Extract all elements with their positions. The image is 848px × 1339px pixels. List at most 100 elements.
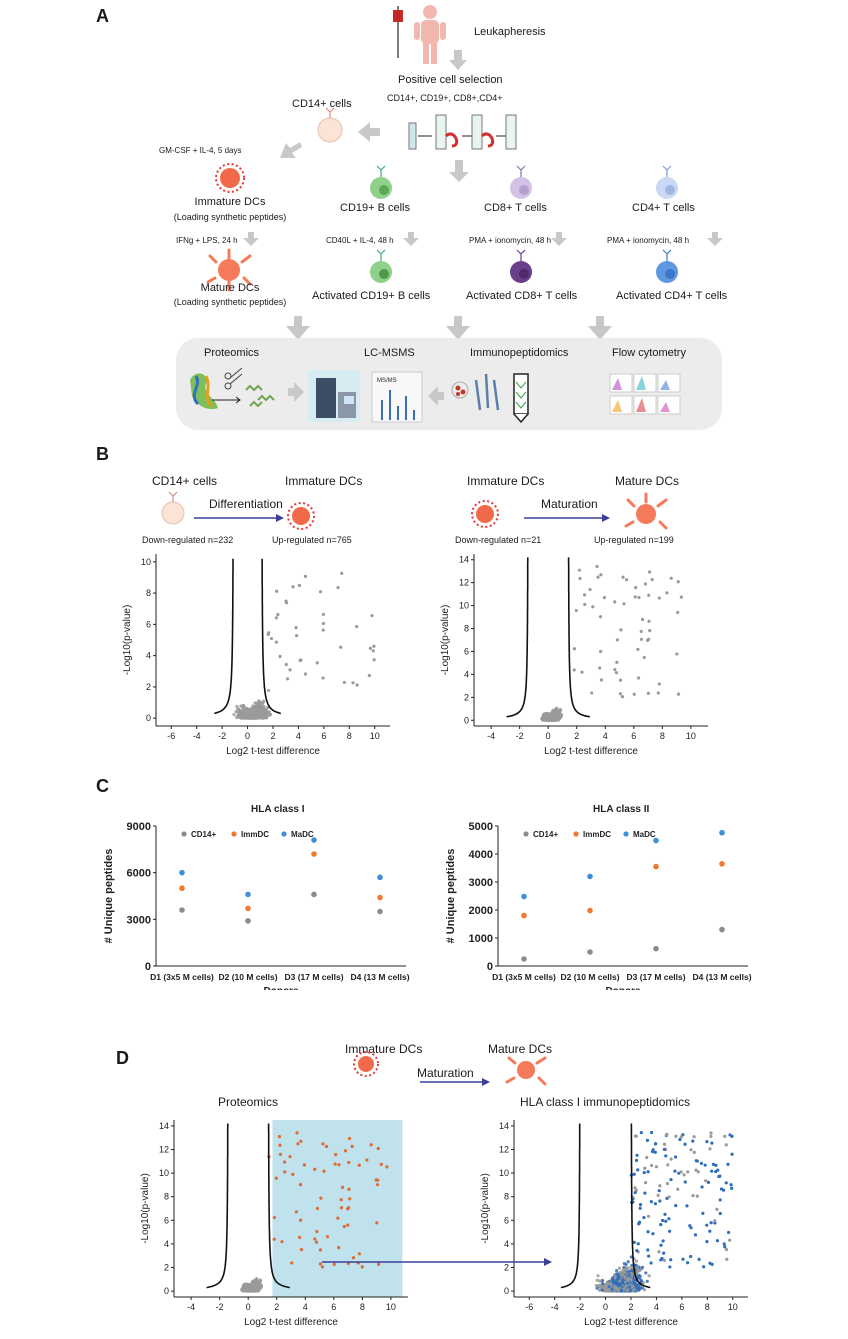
x-tick-label: 8 bbox=[347, 731, 352, 741]
data-point bbox=[688, 1224, 692, 1228]
data-point bbox=[723, 1134, 727, 1138]
data-point bbox=[632, 1240, 636, 1245]
b-left-process: Differentiation bbox=[209, 497, 283, 511]
data-point bbox=[621, 575, 625, 579]
data-point bbox=[261, 716, 265, 720]
data-point bbox=[708, 1229, 712, 1233]
data-point bbox=[617, 1266, 622, 1270]
data-point bbox=[673, 1169, 677, 1173]
data-point bbox=[558, 707, 562, 712]
y-tick-label: 6 bbox=[146, 619, 151, 629]
data-point bbox=[645, 1155, 649, 1160]
data-point bbox=[251, 1282, 255, 1286]
threshold-curve-right bbox=[267, 1123, 290, 1289]
data-point bbox=[321, 676, 325, 680]
data-point bbox=[725, 1257, 729, 1261]
data-point bbox=[343, 1149, 348, 1153]
leukapheresis-label: Leukapheresis bbox=[474, 26, 546, 38]
y-axis-label: # Unique peptides bbox=[103, 849, 115, 944]
data-point bbox=[719, 829, 725, 836]
data-point bbox=[685, 1204, 689, 1208]
data-point bbox=[719, 926, 725, 933]
data-point bbox=[650, 1163, 654, 1168]
data-point bbox=[261, 701, 265, 705]
data-point bbox=[607, 1285, 611, 1289]
ifng-label: IFNg + LPS, 24 h bbox=[176, 236, 238, 245]
data-point bbox=[253, 701, 257, 705]
data-point bbox=[360, 1265, 364, 1269]
threshold-curve-right bbox=[630, 1123, 651, 1289]
data-point bbox=[632, 1172, 636, 1176]
data-point bbox=[613, 1285, 617, 1289]
data-point bbox=[634, 1134, 638, 1138]
data-point bbox=[346, 1207, 350, 1211]
data-point bbox=[649, 1130, 654, 1135]
data-point bbox=[245, 918, 251, 924]
data-point bbox=[600, 1278, 605, 1283]
data-point bbox=[729, 1183, 733, 1187]
y-tick-label: 2 bbox=[164, 1263, 169, 1273]
cd4-label: CD4+ T cells bbox=[632, 202, 695, 214]
y-tick-label: 2000 bbox=[469, 905, 493, 917]
data-point bbox=[179, 907, 185, 913]
x-tick-label: 4 bbox=[303, 1302, 308, 1312]
data-point bbox=[643, 1191, 647, 1195]
data-point bbox=[646, 1248, 650, 1252]
activated-cd8-label: Activated CD8+ T cells bbox=[466, 290, 578, 302]
x-axis-label: Donors bbox=[264, 986, 299, 990]
chart-hla-class-1: HLA class I 0 3000 6000 9000 D1 (3x5 M cells)… bbox=[103, 804, 410, 990]
y-axis-label: -Log10(p-value) bbox=[122, 605, 133, 676]
data-point bbox=[336, 1216, 340, 1220]
x-tick-label: 0 bbox=[245, 731, 250, 741]
data-point bbox=[637, 1220, 642, 1224]
x-tick-label: 8 bbox=[660, 731, 665, 741]
data-point bbox=[626, 1278, 630, 1282]
data-point bbox=[269, 636, 274, 641]
data-point bbox=[713, 1221, 717, 1225]
data-point bbox=[703, 1163, 707, 1167]
x-axis-label: Log2 t-test difference bbox=[544, 746, 638, 757]
data-point bbox=[552, 716, 556, 721]
data-point bbox=[714, 1163, 718, 1167]
x-tick-label: 6 bbox=[679, 1302, 684, 1312]
x-tick-label: -4 bbox=[193, 731, 201, 741]
data-point bbox=[718, 1198, 722, 1202]
data-point bbox=[278, 654, 282, 659]
x-tick-label: -4 bbox=[551, 1302, 559, 1312]
data-point bbox=[324, 1144, 329, 1149]
data-point bbox=[242, 708, 246, 712]
data-point bbox=[322, 1169, 326, 1173]
b-left-from: CD14+ cells bbox=[152, 474, 218, 488]
data-point bbox=[315, 1206, 320, 1211]
data-point bbox=[350, 1144, 354, 1148]
proteomics-label: Proteomics bbox=[204, 347, 260, 359]
data-point bbox=[701, 1211, 705, 1215]
b-left-down: Down-regulated n=232 bbox=[142, 535, 234, 545]
b-right-up: Up-regulated n=199 bbox=[594, 535, 674, 545]
data-point bbox=[299, 1139, 303, 1143]
x-tick-label: D2 (10 M cells) bbox=[560, 972, 619, 982]
lcmsms-label: LC-MSMS bbox=[364, 347, 415, 359]
data-point bbox=[665, 1181, 670, 1186]
data-point bbox=[635, 1287, 639, 1291]
data-point bbox=[291, 585, 295, 589]
data-point bbox=[298, 658, 302, 663]
x-tick-label: 0 bbox=[546, 731, 551, 741]
data-point bbox=[661, 1239, 665, 1243]
activated-cd4-cell-icon bbox=[656, 249, 678, 283]
data-point bbox=[347, 1160, 351, 1165]
data-point bbox=[635, 1153, 639, 1157]
data-point bbox=[370, 614, 374, 618]
data-point bbox=[232, 713, 236, 717]
data-point bbox=[385, 1165, 389, 1169]
data-point bbox=[619, 628, 623, 632]
data-point bbox=[626, 1288, 630, 1292]
y-tick-label: 14 bbox=[459, 555, 469, 565]
x-tick-label: -2 bbox=[216, 1302, 224, 1312]
data-point bbox=[634, 1158, 639, 1162]
data-point bbox=[596, 1274, 600, 1278]
chart-hla-class-2: HLA class II 0 1000 2000 3000 4000 5000 D1 (3x5… bbox=[445, 804, 752, 990]
data-point bbox=[521, 912, 527, 919]
data-point bbox=[646, 1170, 650, 1174]
data-point bbox=[253, 715, 257, 719]
